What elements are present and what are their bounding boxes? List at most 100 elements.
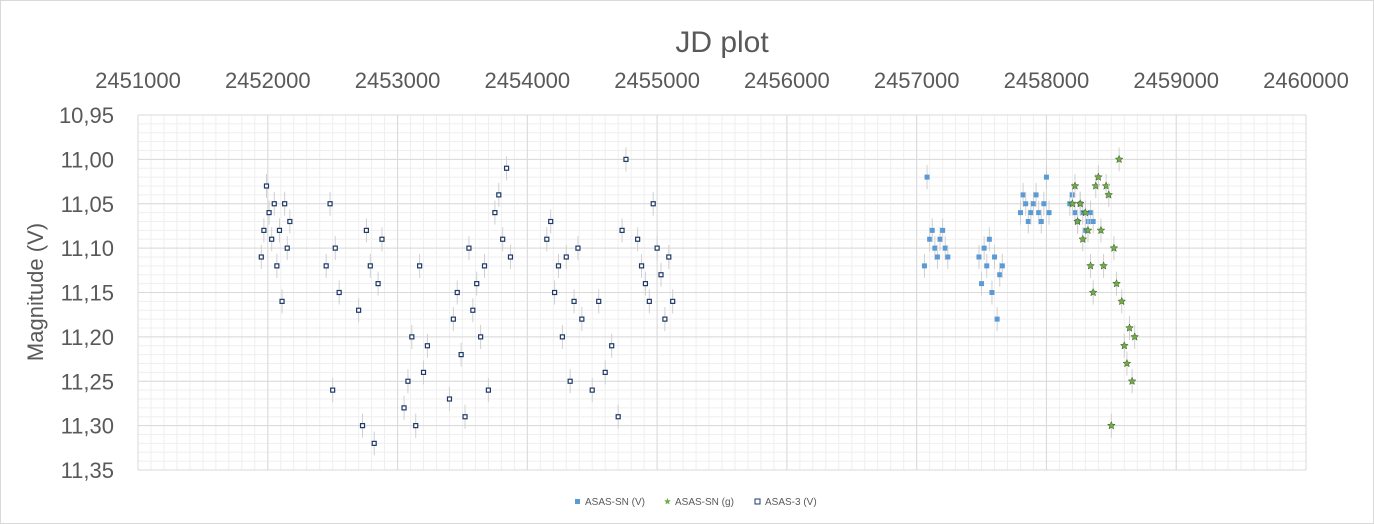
data-point xyxy=(274,263,280,269)
legend-label: ASAS-SN (g) xyxy=(675,497,734,508)
data-point xyxy=(263,183,270,189)
y-axis-ticks: 10,95 11,00 11,05 11,10 11,15 11,20 11,25 11,30… xyxy=(59,103,114,483)
data-point xyxy=(1075,199,1085,208)
data-point xyxy=(481,263,488,269)
data-point xyxy=(1067,199,1077,208)
data-point xyxy=(336,289,342,296)
data-point xyxy=(323,263,329,269)
data-point xyxy=(924,174,930,180)
data-point xyxy=(330,387,336,393)
legend: ASAS-SN (V) ASAS-SN (g) ASAS-3 (V) xyxy=(575,497,817,508)
data-point xyxy=(409,334,415,340)
data-point xyxy=(619,227,625,233)
data-point xyxy=(1106,420,1116,430)
data-point xyxy=(642,281,649,287)
data-point xyxy=(1104,190,1114,199)
data-point xyxy=(266,210,272,216)
y-tick-label: 11,30 xyxy=(61,414,114,439)
data-point xyxy=(945,254,951,260)
x-tick-label: 2458000 xyxy=(1004,68,1090,93)
data-point xyxy=(363,227,370,233)
data-point xyxy=(1130,332,1140,341)
data-point xyxy=(261,227,267,233)
x-tick-label: 2453000 xyxy=(355,68,441,93)
series-asas-3-v xyxy=(258,147,676,456)
data-point xyxy=(279,298,285,304)
data-point xyxy=(417,263,423,269)
data-point xyxy=(367,263,373,269)
data-point xyxy=(559,334,565,340)
data-point xyxy=(579,316,585,322)
data-point xyxy=(287,218,293,225)
data-point xyxy=(596,298,602,304)
data-point xyxy=(458,352,464,358)
data-point xyxy=(1017,210,1023,216)
data-point xyxy=(359,423,366,429)
data-point xyxy=(1117,296,1127,306)
data-point xyxy=(1020,192,1026,198)
data-point xyxy=(544,236,550,242)
legend-item: ASAS-SN (g) xyxy=(664,497,734,508)
data-point xyxy=(567,378,573,384)
data-point xyxy=(500,236,506,242)
x-tick-label: 2460000 xyxy=(1263,68,1349,93)
data-point xyxy=(623,156,629,162)
data-point xyxy=(1033,192,1039,198)
data-point xyxy=(454,289,460,296)
data-point xyxy=(989,290,995,295)
data-point xyxy=(478,334,484,340)
data-point xyxy=(420,369,427,375)
data-point xyxy=(413,423,419,429)
data-point xyxy=(921,263,927,269)
data-point xyxy=(563,254,569,260)
data-point xyxy=(1125,323,1134,332)
data-point xyxy=(551,289,558,296)
series-layer xyxy=(258,147,1140,456)
data-point xyxy=(934,254,940,260)
data-point xyxy=(258,254,264,260)
data-point xyxy=(1096,225,1106,235)
data-point xyxy=(332,245,338,251)
legend-marker xyxy=(575,499,580,504)
data-point xyxy=(379,236,385,242)
data-point xyxy=(571,298,577,304)
data-point xyxy=(986,236,992,242)
data-point xyxy=(1119,341,1129,350)
series-asas-sn-v xyxy=(921,165,1096,332)
data-point xyxy=(1078,234,1088,244)
legend-label: ASAS-3 (V) xyxy=(765,497,817,508)
y-tick-label: 11,00 xyxy=(61,147,114,172)
data-point xyxy=(984,263,990,269)
data-point xyxy=(1073,216,1083,226)
data-point xyxy=(1043,174,1049,180)
data-point xyxy=(375,281,381,287)
y-tick-label: 11,20 xyxy=(61,325,114,350)
data-point xyxy=(1023,201,1029,207)
data-point xyxy=(284,245,290,251)
data-point xyxy=(1025,219,1031,224)
data-point xyxy=(940,227,946,233)
data-point xyxy=(932,245,938,251)
data-point xyxy=(1112,278,1121,288)
data-point xyxy=(927,236,933,242)
data-point xyxy=(1083,225,1093,235)
x-tick-label: 2451000 xyxy=(95,68,181,93)
data-point xyxy=(466,245,472,251)
data-point xyxy=(635,236,641,242)
x-axis-ticks: 2451000 2452000 2453000 2454000 2455000 24560… xyxy=(95,68,1349,93)
data-point xyxy=(548,218,554,225)
data-point xyxy=(1070,181,1080,190)
data-point xyxy=(981,245,987,251)
data-point xyxy=(1088,210,1094,216)
data-point xyxy=(1114,154,1124,164)
data-point xyxy=(462,414,468,420)
data-point xyxy=(405,378,411,384)
data-point xyxy=(654,245,660,251)
data-point xyxy=(1028,210,1034,216)
legend-item: ASAS-SN (V) xyxy=(575,497,645,508)
data-point xyxy=(602,369,608,375)
y-tick-label: 11,05 xyxy=(61,192,114,217)
data-point xyxy=(1127,376,1137,386)
data-point xyxy=(327,201,333,207)
